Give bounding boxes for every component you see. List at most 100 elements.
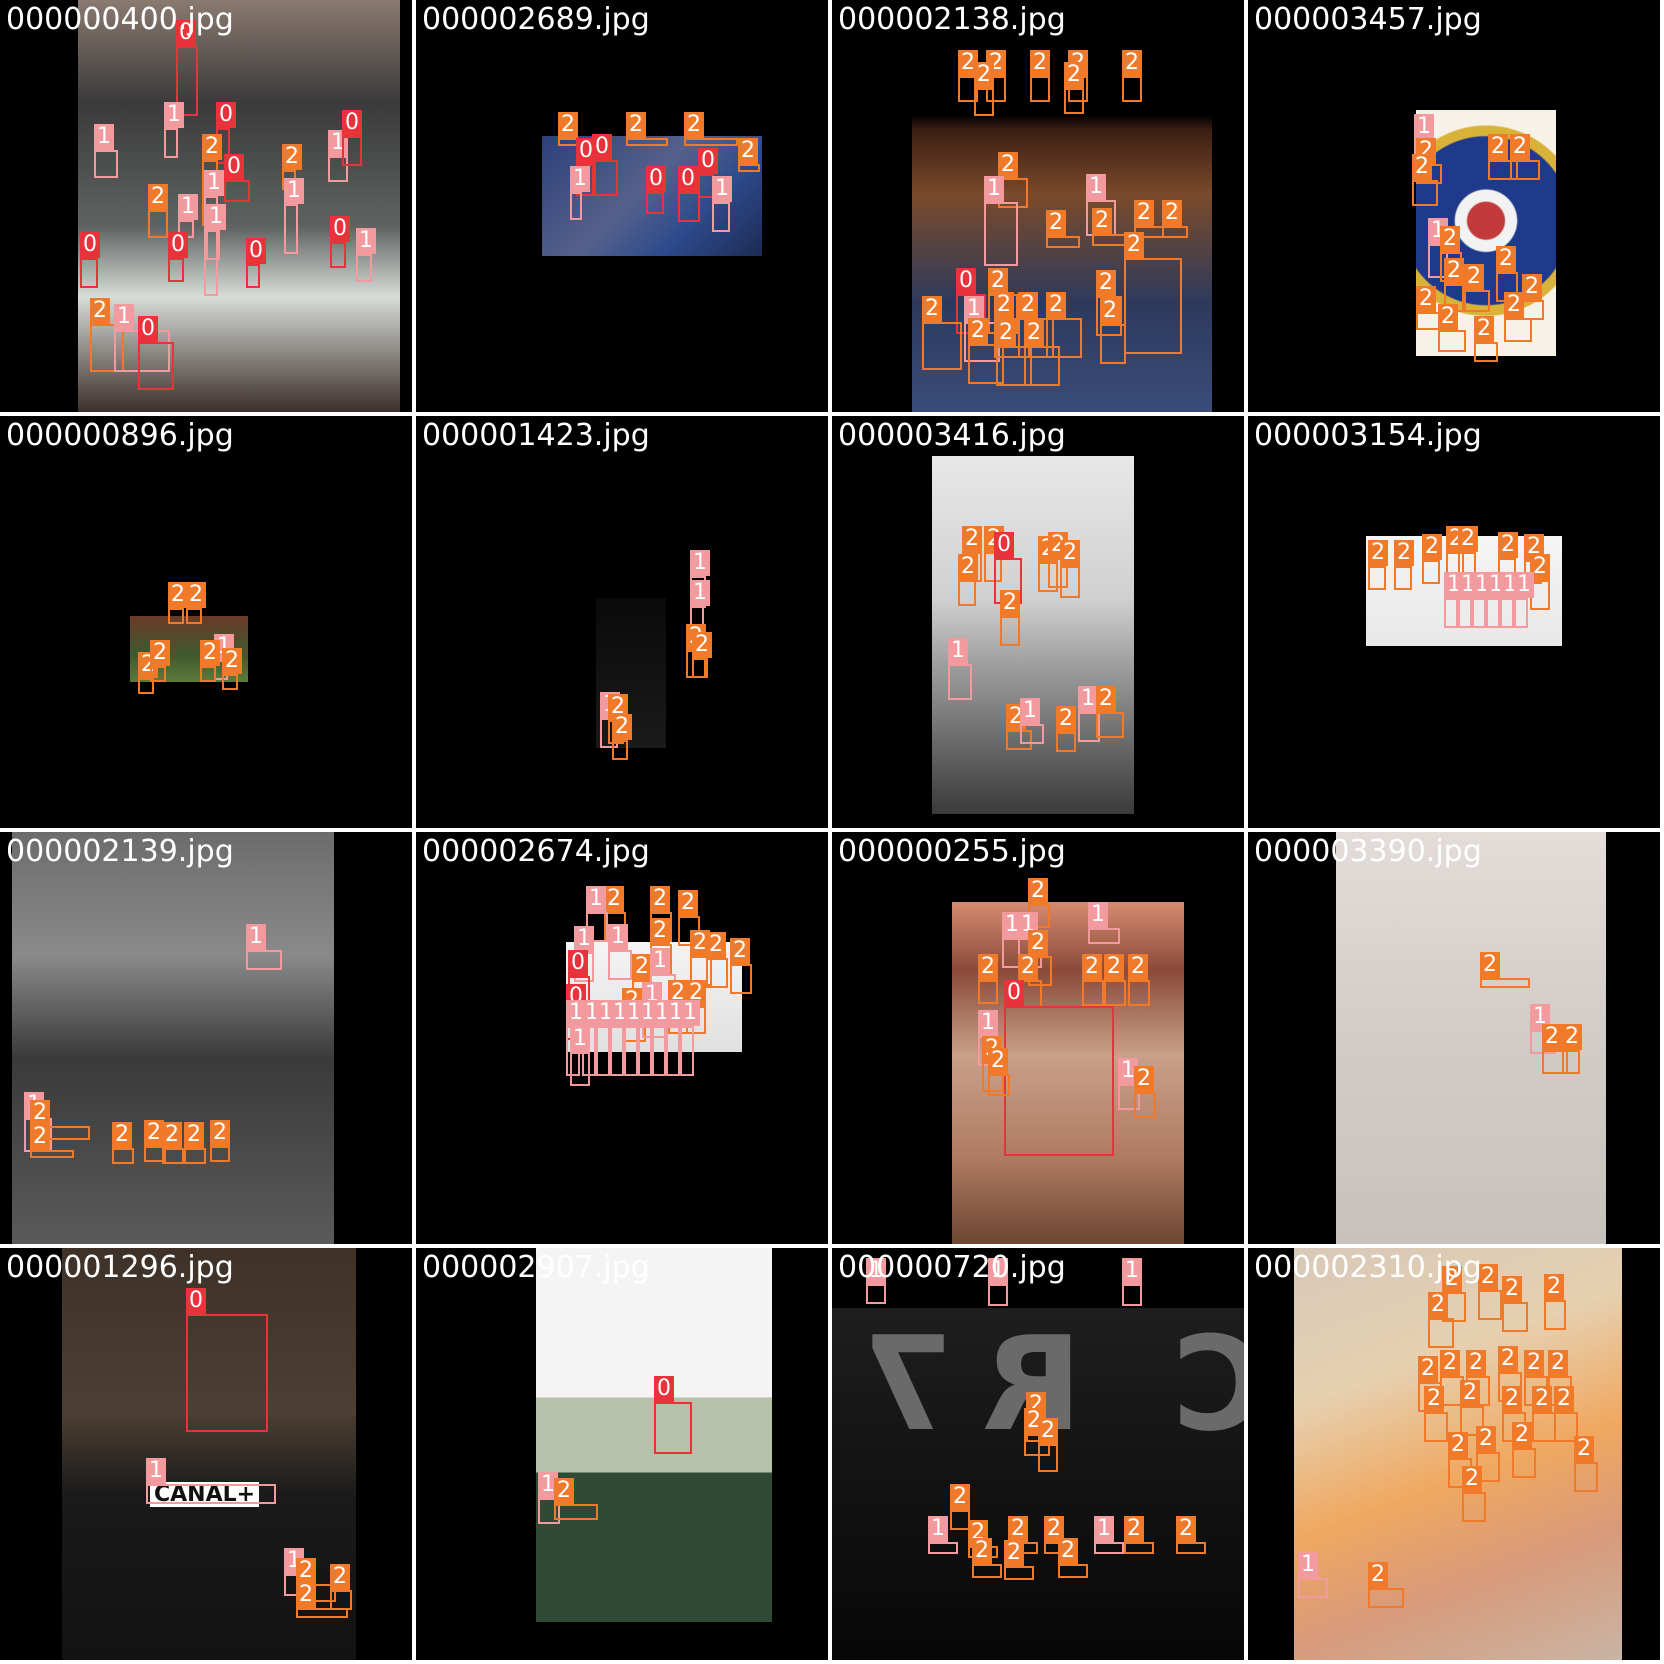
detection-box: 0 xyxy=(138,316,174,390)
class-label: 0 xyxy=(678,166,698,192)
detection-box: 2 xyxy=(1028,930,1052,986)
class-label: 2 xyxy=(1462,1466,1482,1492)
detection-box: 1 xyxy=(984,176,1018,266)
class-label: 0 xyxy=(576,138,596,164)
detection-box: 2 xyxy=(1000,590,1020,646)
detection-box: 2 xyxy=(1480,952,1530,988)
class-label: 2 xyxy=(730,938,750,964)
detection-box: 2 xyxy=(1104,954,1126,1006)
class-label: 2 xyxy=(1018,292,1038,318)
class-label: 1 xyxy=(984,176,1004,202)
class-label: 2 xyxy=(1004,1540,1024,1566)
detection-box: 2 xyxy=(112,1122,134,1164)
detection-box: 2 xyxy=(632,954,652,1006)
image-thumbnail xyxy=(932,456,1134,814)
detection-box: 1 xyxy=(1078,686,1100,742)
class-label: 0 xyxy=(246,238,266,264)
detection-box: 2 xyxy=(1030,50,1050,102)
detection-box: 1 xyxy=(538,1472,560,1524)
grid-tile: 000003457.jpg 1 2 2 2 2 1 2 2 2 2 2 2 2 2 2 xyxy=(1248,0,1660,412)
detection-box: 2 xyxy=(922,296,962,370)
class-label: 2 xyxy=(1438,304,1458,330)
detection-box: 2 xyxy=(554,1478,598,1520)
grid-tile: 000000400.jpg 0 1 1 0 0 2 1 2 1 2 1 1 1 0 0 0 0 0 1 2 1 0 xyxy=(0,0,412,412)
detection-box: 2 xyxy=(1134,1066,1156,1118)
detection-box: 1 xyxy=(178,194,198,238)
detection-box: 2 xyxy=(1460,1380,1484,1436)
grid-tile: 000002907.jpg 0 1 2 xyxy=(416,1248,828,1660)
class-label: 2 xyxy=(706,932,726,958)
class-label: 2 xyxy=(150,640,170,666)
class-label: 2 xyxy=(1124,232,1144,258)
detection-box: 1 xyxy=(570,166,590,220)
class-label: 2 xyxy=(1096,270,1116,296)
class-label: 2 xyxy=(1104,954,1124,980)
grid-tile: 000000896.jpg 2 2 2 2 1 2 2 xyxy=(0,416,412,828)
detection-box: 2 xyxy=(968,318,1004,384)
detection-box: 2 xyxy=(150,640,170,682)
class-label: 2 xyxy=(612,714,632,740)
class-label: 2 xyxy=(296,1558,316,1584)
detection-box: 2 xyxy=(200,640,220,682)
class-label: 2 xyxy=(1502,1276,1522,1302)
detection-box: 1 xyxy=(988,1258,1008,1306)
class-label: 2 xyxy=(1440,226,1460,252)
detection-box: 0 xyxy=(592,134,618,196)
class-label: 2 xyxy=(200,640,220,666)
class-label: 2 xyxy=(1422,534,1442,560)
detection-box: 2 xyxy=(1416,286,1440,330)
class-label: 2 xyxy=(962,526,982,552)
class-label: 2 xyxy=(626,112,646,138)
detection-box: 1 xyxy=(1530,1004,1556,1054)
detection-box: 1 xyxy=(1088,902,1120,944)
detection-box: 2 xyxy=(1060,540,1080,598)
class-label: 2 xyxy=(686,980,706,1006)
detection-box: 2 xyxy=(626,112,668,146)
class-label: 2 xyxy=(1548,1350,1568,1376)
detection-box: 2 xyxy=(1444,258,1464,312)
detection-box: 0 xyxy=(80,232,100,288)
class-label: 2 xyxy=(1524,1350,1544,1376)
class-label: 2 xyxy=(678,890,698,916)
grid-tile: 000000255.jpg2111222022212122 xyxy=(832,832,1244,1244)
detection-box: 0 xyxy=(168,232,188,282)
class-label: 0 xyxy=(568,950,588,976)
class-label: 2 xyxy=(1418,1356,1438,1382)
class-label: 2 xyxy=(1028,930,1048,956)
detection-box: 1 xyxy=(570,1026,590,1086)
class-label: 2 xyxy=(1510,134,1530,160)
class-label: 0 xyxy=(80,232,100,258)
detection-box: 2 xyxy=(1496,246,1518,302)
class-label: 2 xyxy=(168,582,188,608)
class-label: 2 xyxy=(90,298,110,324)
grid-tile: 000003390.jpg 2 1 2 2 xyxy=(1248,832,1660,1244)
class-label: 2 xyxy=(1018,954,1038,980)
class-label: 1 xyxy=(1020,698,1040,724)
class-label: 2 xyxy=(988,268,1008,294)
image-filename: 000002310.jpg xyxy=(1254,1250,1482,1285)
detection-box: 2 xyxy=(1502,1276,1528,1332)
detection-box: 2 xyxy=(1412,154,1438,206)
detection-box: 2 xyxy=(1100,298,1126,364)
detection-box: 1 xyxy=(1298,1552,1328,1598)
detection-box: 2 xyxy=(1394,540,1414,590)
detection-box: 2 xyxy=(1504,292,1532,342)
image-filename: 000002139.jpg xyxy=(6,834,234,869)
detection-box: 2 xyxy=(684,112,738,146)
detection-box: 2 xyxy=(1018,292,1054,358)
class-label: 2 xyxy=(1544,1274,1564,1300)
detection-box: 2 xyxy=(1474,316,1498,362)
detection-box: 2 xyxy=(1438,304,1466,352)
class-label: 0 xyxy=(1004,980,1024,1006)
image-filename: 000003154.jpg xyxy=(1254,418,1482,453)
detection-box: 2 xyxy=(1056,706,1076,752)
class-label: 2 xyxy=(1530,554,1550,580)
detection-box: 1 xyxy=(638,1000,658,1076)
detection-box: 2 xyxy=(330,1564,352,1610)
class-label: 2 xyxy=(30,1100,50,1126)
detection-box: 1 xyxy=(1500,572,1520,628)
class-label: 2 xyxy=(1448,1432,1468,1458)
class-label: 0 xyxy=(330,216,350,242)
image-filename: 000002907.jpg xyxy=(422,1250,650,1285)
class-label: 2 xyxy=(558,112,578,138)
